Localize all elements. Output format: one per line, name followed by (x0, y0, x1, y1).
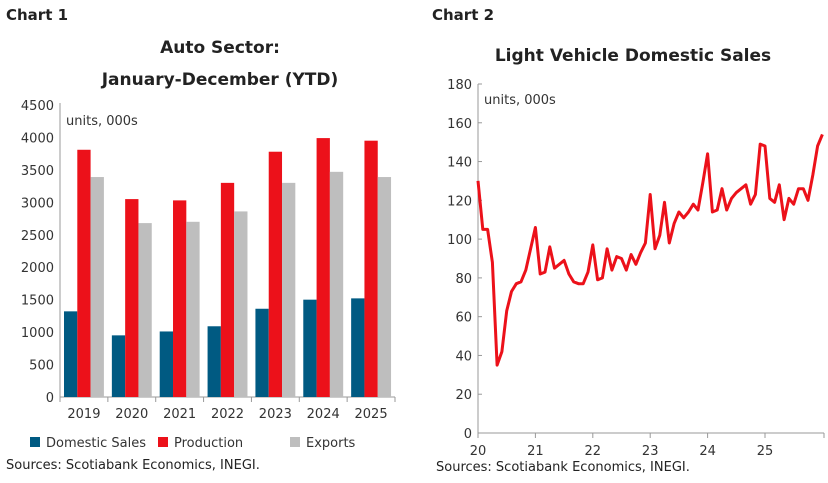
chart2-x-tick-label: 20 (470, 444, 487, 459)
chart1-bar-exports (90, 177, 104, 397)
chart2-label: Chart 2 (432, 6, 495, 24)
chart1-x-tick-label: 2021 (163, 407, 196, 422)
chart1-y-tick-label: 1000 (21, 326, 54, 341)
chart2-y-tick-label: 0 (464, 427, 472, 442)
chart1-legend-label: Production (174, 436, 243, 451)
chart2-y-tick-label: 160 (447, 117, 472, 132)
chart1-y-tick-label: 2500 (21, 229, 54, 244)
chart1-title-line2: January-December (YTD) (101, 70, 339, 90)
chart1-legend-swatch (30, 437, 40, 447)
chart1-x-tick-label: 2019 (67, 407, 100, 422)
chart1-title-line1: Auto Sector: (160, 38, 280, 58)
chart2-y-tick-label: 60 (455, 311, 472, 326)
chart1-y-tick-label: 3500 (21, 164, 54, 179)
chart2-unit-note: units, 000s (484, 93, 556, 108)
chart1-x-tick-label: 2020 (115, 407, 148, 422)
chart2-x-tick-label: 23 (642, 444, 659, 459)
chart1-y-tick-label: 500 (29, 359, 54, 374)
chart1-y-tick-label: 3000 (21, 196, 54, 211)
chart1-legend-label: Domestic Sales (46, 436, 146, 451)
chart1-title: Auto Sector: January-December (YTD) (60, 32, 380, 96)
chart2-y-tick-label: 140 (447, 156, 472, 171)
chart2-x-tick-label: 22 (585, 444, 602, 459)
chart1-bar-production (316, 138, 330, 398)
chart1-source: Sources: Scotiabank Economics, INEGI. (6, 458, 260, 473)
chart2-series-line (476, 133, 824, 367)
chart2-y-tick-label: 80 (455, 272, 472, 287)
chart1-x-tick-label: 2025 (355, 407, 388, 422)
chart1-legend-swatch (290, 437, 300, 447)
chart2-x-tick-label: 24 (699, 444, 716, 459)
chart2-y-tick-label: 180 (447, 78, 472, 93)
chart2-y-tick-label: 120 (447, 194, 472, 209)
chart1-y-tick-label: 2000 (21, 261, 54, 276)
chart1-bar-exports (329, 171, 344, 397)
chart1-bar-exports (186, 221, 200, 397)
chart2-y-tick-label: 40 (455, 349, 472, 364)
chart1-bar-domestic-sales (351, 298, 365, 397)
chart2-x-tick-label: 21 (527, 444, 544, 459)
chart1-x-tick-label: 2023 (259, 407, 292, 422)
chart1-legend-label: Exports (306, 436, 356, 451)
chart1-bar-production (220, 182, 235, 397)
chart1-bar-domestic-sales (159, 331, 174, 397)
chart1-bar-domestic-sales (64, 311, 78, 397)
chart1-bar-production (364, 140, 378, 397)
chart1-bar-production (173, 200, 187, 397)
chart1-bar-exports (377, 177, 392, 397)
chart2-title: Light Vehicle Domestic Sales (494, 46, 772, 66)
chart1-y-tick-label: 0 (46, 391, 54, 406)
chart1-y-tick-label: 4500 (21, 99, 54, 114)
chart1-x-tick-label: 2024 (307, 407, 340, 422)
chart1-bar-domestic-sales (303, 299, 317, 397)
chart2-x-tick-label: 25 (757, 444, 774, 459)
chart1-bar-exports (138, 223, 152, 397)
chart1-bar-production (268, 151, 283, 397)
chart1-bar-domestic-sales (255, 308, 269, 397)
chart1-bar-domestic-sales (111, 335, 126, 397)
chart1-bar-production (77, 149, 91, 397)
chart1-x-tick-label: 2022 (211, 407, 244, 422)
chart1-bar-exports (282, 182, 296, 397)
chart1-bar-exports (234, 211, 248, 397)
chart1-label: Chart 1 (6, 6, 69, 24)
chart1-y-tick-label: 4000 (21, 131, 54, 146)
chart1-y-tick-label: 1500 (21, 294, 54, 309)
chart1-bar-domestic-sales (207, 326, 221, 397)
chart1-bar-production (125, 199, 139, 397)
chart1-legend-swatch (158, 437, 168, 447)
chart2-source: Sources: Scotiabank Economics, INEGI. (436, 460, 690, 475)
chart2-y-tick-label: 20 (455, 388, 472, 403)
chart2-y-tick-label: 100 (447, 233, 472, 248)
chart1-unit-note: units, 000s (66, 114, 138, 129)
